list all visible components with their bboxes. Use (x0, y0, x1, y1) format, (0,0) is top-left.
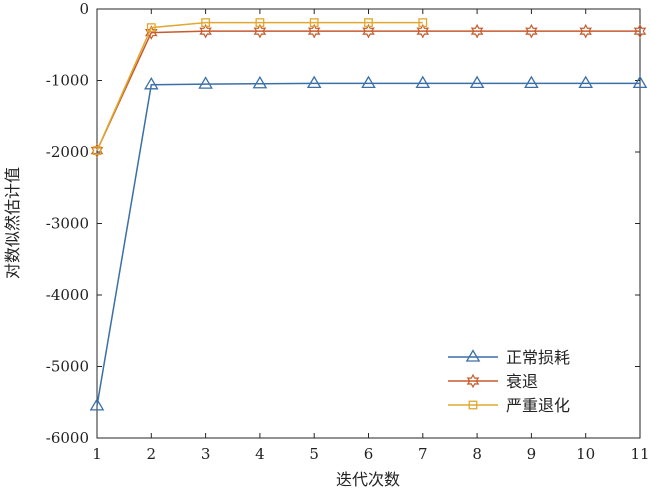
y-tick-label: -5000 (46, 358, 89, 376)
x-tick-label: 9 (527, 445, 537, 463)
square-marker (309, 18, 319, 27)
hexagram-marker (253, 23, 267, 39)
hexagram-marker (525, 23, 538, 39)
x-tick-label: 10 (576, 445, 595, 463)
hexagram-marker (144, 25, 158, 40)
y-tick-label: -6000 (46, 429, 89, 447)
series-line (96, 30, 640, 151)
square-marker (255, 18, 265, 27)
x-tick-label: 8 (472, 445, 482, 463)
y-tick-label: -3000 (46, 215, 89, 233)
square-marker (92, 146, 102, 155)
legend-label: 严重退化 (506, 396, 570, 415)
series-line (96, 82, 640, 406)
hexagram-marker (633, 23, 647, 39)
hexagram-marker (470, 23, 484, 39)
y-tick-label: 0 (79, 0, 89, 18)
triangle-marker (415, 75, 431, 89)
hexagram-marker (199, 23, 212, 39)
y-tick-label: -1000 (46, 72, 89, 90)
square-marker (418, 18, 428, 27)
triangle-marker (252, 75, 268, 89)
x-tick-label: 1 (92, 445, 102, 463)
y-tick-label: -2000 (46, 143, 89, 161)
hexagram-marker (362, 23, 375, 39)
x-tick-label: 4 (255, 445, 265, 463)
triangle-marker (306, 75, 322, 89)
legend-label: 衰退 (506, 372, 538, 391)
series-line (96, 21, 423, 151)
triangle-marker (578, 75, 594, 89)
square-marker (146, 23, 156, 32)
triangle-marker (198, 76, 213, 89)
y-axis-title: 对数似然估计值 (3, 167, 22, 279)
x-tick-label: 11 (630, 445, 649, 463)
hexagram-marker (90, 143, 104, 158)
triangle-marker (361, 75, 376, 89)
hexagram-marker (466, 373, 480, 389)
y-tick-label: -4000 (46, 286, 89, 304)
series-square (92, 18, 428, 155)
square-marker (364, 18, 373, 27)
series-hexagram (90, 23, 647, 158)
x-tick-label: 5 (309, 445, 319, 463)
legend-item: 严重退化 (448, 396, 570, 415)
x-tick-label: 3 (201, 445, 211, 463)
legend-item: 正常损耗 (448, 348, 570, 367)
hexagram-marker (307, 23, 321, 39)
triangle-marker (469, 75, 485, 89)
triangle-marker (524, 75, 539, 89)
square-marker (468, 400, 478, 410)
axes: 1 2 3 4 5 6 7 8 9 10 11 0 -1000 -2000 -3000 -4000 -5000 -… (46, 0, 650, 463)
plot-frame (96, 8, 641, 439)
legend-item: 衰退 (448, 372, 538, 391)
x-tick-label: 2 (147, 445, 157, 463)
triangle-marker (89, 398, 105, 411)
x-axis-title: 迭代次数 (336, 470, 400, 489)
x-tick-label: 6 (364, 445, 374, 463)
series-triangle (89, 75, 648, 411)
legend-label: 正常损耗 (506, 348, 570, 367)
square-marker (201, 18, 211, 27)
hexagram-marker (579, 23, 593, 39)
triangle-marker (143, 77, 159, 90)
triangle-marker (632, 75, 648, 89)
triangle-marker (465, 349, 481, 362)
series-layer (89, 18, 648, 411)
x-tick-label: 7 (418, 445, 428, 463)
hexagram-marker (416, 23, 430, 39)
